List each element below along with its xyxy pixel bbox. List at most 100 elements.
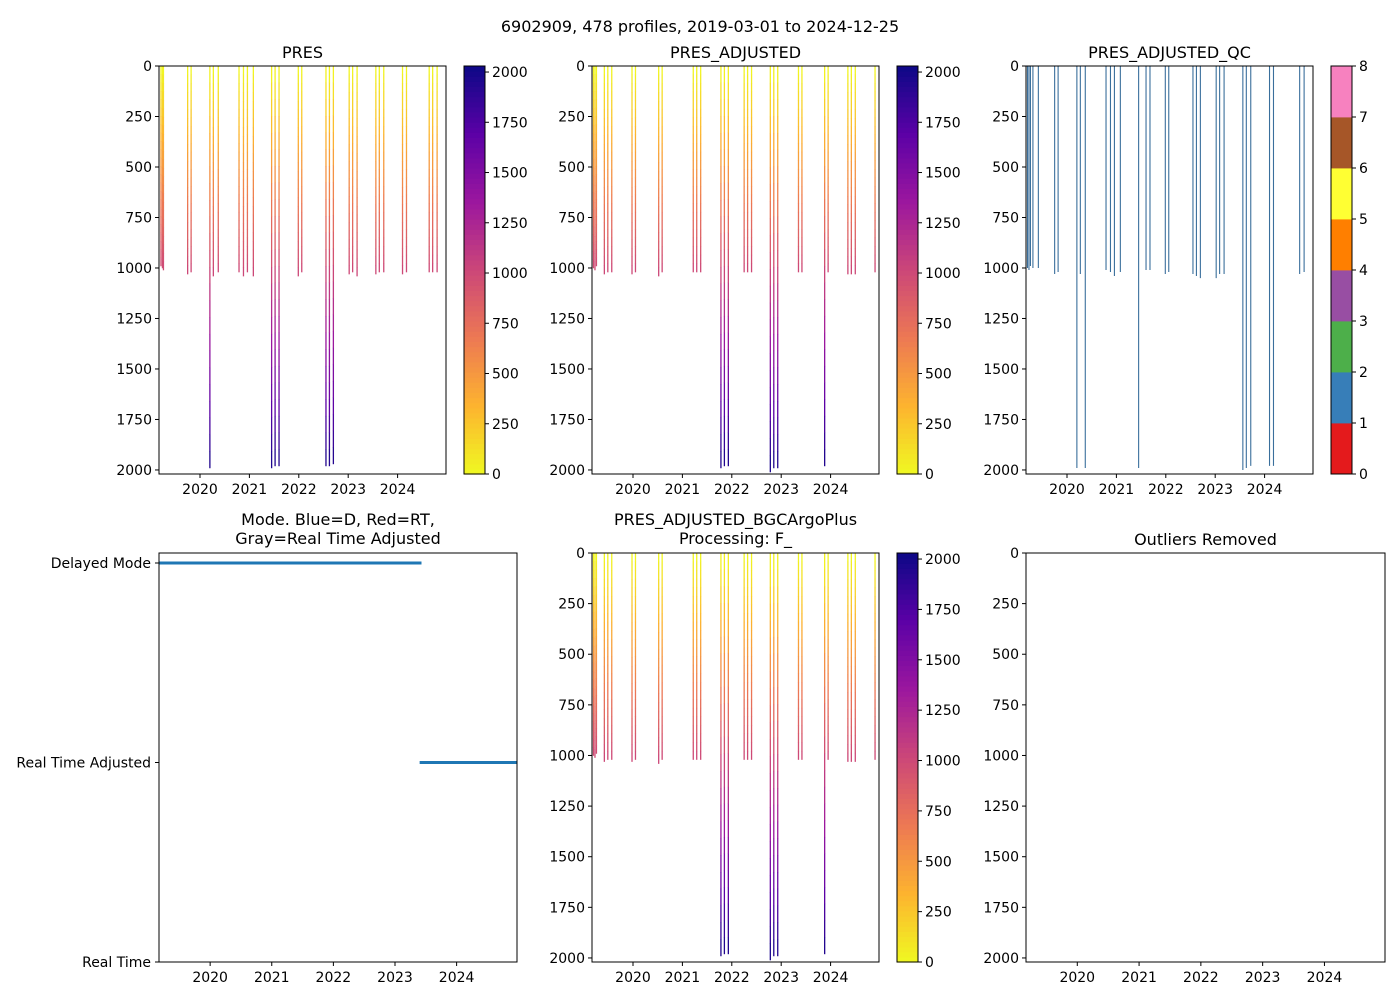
- pres_adj-colorbar-band: [897, 254, 918, 261]
- pres-colorbar-band: [464, 453, 485, 460]
- bgc-colorbar-band: [897, 834, 918, 840]
- bgc-colorbar-band: [897, 829, 918, 835]
- pres_adj-colorbar-band: [897, 213, 918, 220]
- outliers-xtick-label: 2021: [1121, 970, 1157, 986]
- pres_adj-colorbar-label: 1750: [925, 115, 961, 131]
- pres_adj-colorbar-label: 500: [925, 367, 952, 383]
- pres_adj-colorbar-band: [897, 300, 918, 307]
- bgc-colorbar-band: [897, 900, 918, 907]
- pres_adj-colorbar-band: [897, 203, 918, 210]
- pres_adj_qc-xtick-label: 2022: [1148, 482, 1184, 498]
- pres_adj-colorbar-band: [897, 417, 918, 424]
- bgc-colorbar-band: [897, 839, 918, 846]
- bgc-colorbar-label: 1500: [925, 653, 961, 669]
- pres-colorbar-label: 0: [492, 467, 501, 483]
- pres_adj-colorbar-band: [897, 111, 918, 118]
- bgc-colorbar-band: [897, 711, 918, 718]
- pres_adj-colorbar-band: [897, 453, 918, 460]
- pres-colorbar-label: 2000: [492, 65, 528, 81]
- bgc-colorbar-label: 1000: [925, 754, 961, 770]
- pres_adj-colorbar-band: [897, 244, 918, 251]
- bgc-colorbar-band: [897, 706, 918, 713]
- outliers-xtick-label: 2023: [1245, 970, 1281, 986]
- pres-ytick-label: 1500: [116, 362, 152, 378]
- bgc-xtick-label: 2020: [615, 970, 651, 986]
- pres-ytick-label: 2000: [116, 463, 152, 479]
- bgc-colorbar-band: [897, 737, 918, 743]
- bgc-colorbar-band: [897, 844, 918, 851]
- pres-xtick-label: 2020: [182, 482, 218, 498]
- bgc-colorbar-band: [897, 685, 918, 692]
- bgc-colorbar-band: [897, 568, 918, 575]
- pres-colorbar-band: [464, 336, 485, 342]
- pres-colorbar-band: [464, 407, 485, 414]
- pres-colorbar-band: [464, 356, 485, 363]
- pres-colorbar-band: [464, 285, 485, 291]
- pres-colorbar-band: [464, 346, 485, 353]
- bgc-colorbar-band: [897, 680, 918, 687]
- pres_adj-colorbar-band: [897, 229, 918, 235]
- bgc-colorbar-band: [897, 752, 918, 759]
- pres-colorbar-band: [464, 417, 485, 424]
- pres-colorbar-frame: [463, 65, 486, 475]
- pres-colorbar-band: [464, 372, 485, 378]
- outliers-xtick-label: 2024: [1307, 970, 1343, 986]
- pres_adj-colorbar-band: [897, 275, 918, 281]
- pres-colorbar-band: [464, 122, 485, 128]
- pres_adj-colorbar-band: [897, 361, 918, 368]
- pres_adj-colorbar-band: [897, 356, 918, 363]
- pres_adj-colorbar-band: [897, 117, 918, 123]
- pres_adj-colorbar-band: [897, 412, 918, 419]
- bgc-colorbar-band: [897, 670, 918, 677]
- pres-colorbar-band: [464, 198, 485, 205]
- bgc-colorbar-band: [897, 880, 918, 886]
- outliers-ytick-label: 750: [992, 698, 1019, 714]
- pres-colorbar-band: [464, 244, 485, 251]
- pres-ytick-label: 250: [125, 109, 152, 125]
- pres-colorbar-band: [464, 183, 485, 189]
- bgc-colorbar-label: 500: [925, 854, 952, 870]
- pres_adj_qc-colorbar-frame: [1330, 65, 1353, 475]
- pres_adj-colorbar-band: [897, 96, 918, 103]
- pres_adj-colorbar-band: [897, 208, 918, 215]
- figure-suptitle: 6902909, 478 profiles, 2019-03-01 to 202…: [501, 17, 899, 36]
- pres_adj-colorbar-band: [897, 66, 918, 72]
- bgc-colorbar-band: [897, 563, 918, 569]
- pres_adj-colorbar-label: 0: [925, 467, 934, 483]
- pres-colorbar-band: [464, 326, 485, 332]
- bgc-colorbar-band: [897, 721, 918, 728]
- pres_adj-colorbar-band: [897, 224, 918, 230]
- pres_adj_qc-title: PRES_ADJUSTED_QC: [1088, 43, 1251, 63]
- bgc-colorbar-band: [897, 716, 918, 723]
- pres-colorbar-band: [464, 66, 485, 72]
- bgc-colorbar-band: [897, 629, 918, 636]
- bgc-colorbar-band: [897, 956, 918, 963]
- pres-colorbar-band: [464, 127, 485, 133]
- pres_adj-ytick-label: 750: [558, 210, 585, 226]
- bgc-colorbar-band: [897, 573, 918, 580]
- qc-colorbar-label: 2: [1359, 365, 1368, 381]
- mode-axes-frame: [158, 552, 518, 963]
- pres_adj_qc-ytick-label: 250: [992, 109, 1019, 125]
- pres-colorbar-band: [464, 397, 485, 404]
- bgc-xtick-label: 2024: [813, 970, 849, 986]
- mode-xtick-label: 2023: [377, 970, 413, 986]
- outliers-xtick-label: 2020: [1059, 970, 1095, 986]
- bgc-ytick-label: 2000: [549, 951, 585, 967]
- pres-colorbar-band: [464, 96, 485, 103]
- qc-colorbar-label: 4: [1359, 263, 1368, 279]
- pres-colorbar-band: [464, 382, 485, 388]
- bgc-colorbar-label: 750: [925, 804, 952, 820]
- pres-colorbar-band: [464, 259, 485, 266]
- bgc-colorbar-band: [897, 941, 918, 948]
- pres_adj-colorbar-band: [897, 366, 918, 373]
- outliers-axes-frame: [1025, 552, 1386, 963]
- pres_adj-colorbar-band: [897, 188, 918, 195]
- pres_adj-ytick-label: 1500: [549, 362, 585, 378]
- bgc-colorbar-label: 0: [925, 955, 934, 971]
- pres-xtick-label: 2022: [281, 482, 317, 498]
- pres-colorbar-band: [464, 203, 485, 210]
- pres-xtick-label: 2023: [330, 482, 366, 498]
- pres_adj_qc-ytick-label: 750: [992, 210, 1019, 226]
- pres-colorbar-band: [464, 91, 485, 98]
